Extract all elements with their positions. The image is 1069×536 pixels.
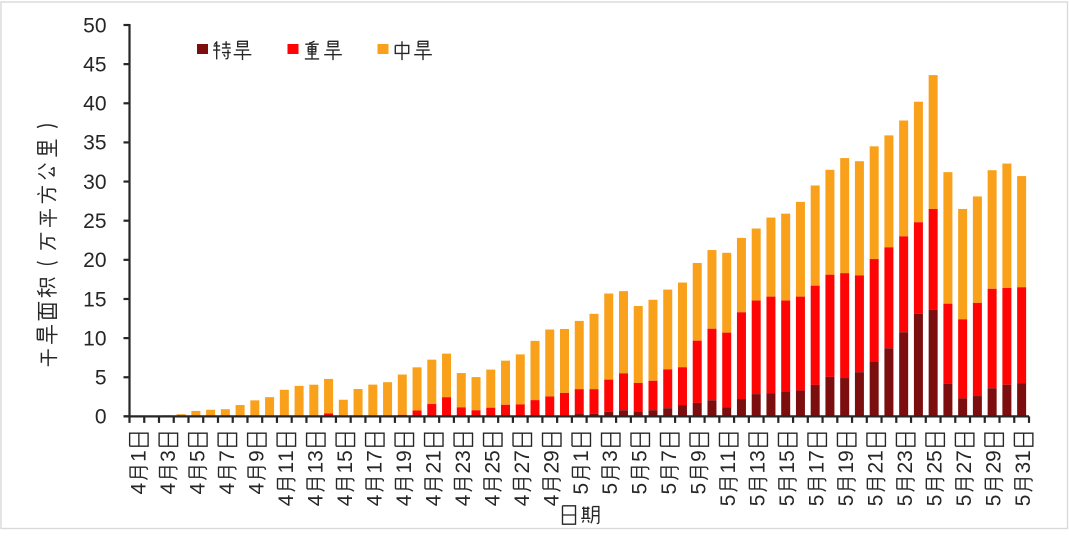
svg-text:1: 1 (304, 462, 327, 474)
svg-text:3: 3 (747, 450, 770, 462)
svg-text:5: 5 (776, 495, 799, 507)
svg-text:1: 1 (1012, 450, 1035, 462)
svg-text:5: 5 (747, 495, 770, 507)
svg-text:1: 1 (865, 450, 888, 462)
svg-text:1: 1 (127, 450, 150, 462)
svg-text:5: 5 (629, 450, 652, 462)
svg-text:4: 4 (334, 494, 357, 506)
svg-text:5: 5 (924, 495, 947, 507)
svg-text:9: 9 (688, 450, 711, 462)
svg-text:1: 1 (363, 462, 386, 474)
svg-text:40: 40 (83, 93, 106, 116)
svg-text:5: 5 (629, 483, 652, 495)
svg-text:2: 2 (865, 462, 888, 474)
svg-text:35: 35 (83, 132, 106, 155)
svg-text:1: 1 (835, 462, 858, 474)
svg-text:2: 2 (452, 462, 475, 474)
svg-text:4: 4 (127, 483, 150, 495)
svg-text:1: 1 (717, 450, 740, 462)
svg-text:4: 4 (245, 483, 268, 495)
svg-text:3: 3 (452, 450, 475, 462)
svg-text:4: 4 (157, 483, 180, 495)
svg-text:4: 4 (422, 494, 445, 506)
svg-text:1: 1 (422, 450, 445, 462)
svg-text:2: 2 (511, 462, 534, 474)
svg-text:9: 9 (245, 450, 268, 462)
svg-text:4: 4 (511, 494, 534, 506)
svg-text:5: 5 (1012, 495, 1035, 507)
svg-text:2: 2 (953, 462, 976, 474)
svg-text:7: 7 (806, 450, 829, 462)
svg-text:7: 7 (658, 450, 681, 462)
svg-text:1: 1 (275, 450, 298, 462)
svg-text:1: 1 (570, 450, 593, 462)
svg-text:4: 4 (481, 494, 504, 506)
svg-text:5: 5 (924, 450, 947, 462)
svg-text:1: 1 (393, 462, 416, 474)
svg-text:5: 5 (599, 483, 622, 495)
svg-text:10: 10 (83, 327, 106, 350)
svg-text:45: 45 (83, 53, 106, 76)
svg-text:2: 2 (894, 462, 917, 474)
svg-text:4: 4 (452, 494, 475, 506)
svg-text:20: 20 (83, 249, 106, 272)
svg-text:4: 4 (363, 494, 386, 506)
svg-text:5: 5 (953, 495, 976, 507)
svg-text:5: 5 (570, 483, 593, 495)
svg-text:25: 25 (83, 210, 106, 233)
svg-text:5: 5 (894, 495, 917, 507)
svg-text:4: 4 (275, 494, 298, 506)
svg-text:1: 1 (747, 462, 770, 474)
svg-text:1: 1 (806, 462, 829, 474)
svg-text:3: 3 (157, 450, 180, 462)
svg-text:3: 3 (894, 450, 917, 462)
svg-text:5: 5 (865, 495, 888, 507)
svg-text:30: 30 (83, 171, 106, 194)
svg-text:2: 2 (983, 462, 1006, 474)
svg-text:2: 2 (422, 462, 445, 474)
svg-text:15: 15 (83, 288, 106, 311)
svg-text:50: 50 (83, 14, 106, 37)
svg-text:1: 1 (275, 462, 298, 474)
svg-text:3: 3 (599, 450, 622, 462)
svg-text:9: 9 (540, 450, 563, 462)
svg-text:9: 9 (393, 450, 416, 462)
svg-text:2: 2 (540, 462, 563, 474)
svg-text:5: 5 (481, 450, 504, 462)
svg-text:7: 7 (511, 450, 534, 462)
svg-text:5: 5 (776, 450, 799, 462)
svg-text:3: 3 (1012, 462, 1035, 474)
svg-text:5: 5 (806, 495, 829, 507)
svg-text:9: 9 (835, 450, 858, 462)
svg-text:2: 2 (924, 462, 947, 474)
svg-text:4: 4 (540, 494, 563, 506)
svg-text:7: 7 (216, 450, 239, 462)
svg-text:5: 5 (983, 495, 1006, 507)
svg-text:5: 5 (186, 450, 209, 462)
svg-text:3: 3 (304, 450, 327, 462)
svg-text:2: 2 (481, 462, 504, 474)
svg-text:1: 1 (334, 462, 357, 474)
svg-text:4: 4 (186, 483, 209, 495)
svg-text:0: 0 (95, 406, 107, 429)
svg-text:7: 7 (953, 450, 976, 462)
svg-text:5: 5 (658, 483, 681, 495)
svg-text:4: 4 (304, 494, 327, 506)
svg-text:4: 4 (393, 494, 416, 506)
svg-text:4: 4 (216, 483, 239, 495)
svg-text:9: 9 (983, 450, 1006, 462)
svg-text:1: 1 (717, 462, 740, 474)
svg-text:5: 5 (717, 495, 740, 507)
svg-text:5: 5 (688, 483, 711, 495)
svg-text:1: 1 (776, 462, 799, 474)
svg-text:5: 5 (334, 450, 357, 462)
svg-text:5: 5 (835, 495, 858, 507)
svg-text:7: 7 (363, 450, 386, 462)
svg-text:5: 5 (95, 367, 107, 390)
